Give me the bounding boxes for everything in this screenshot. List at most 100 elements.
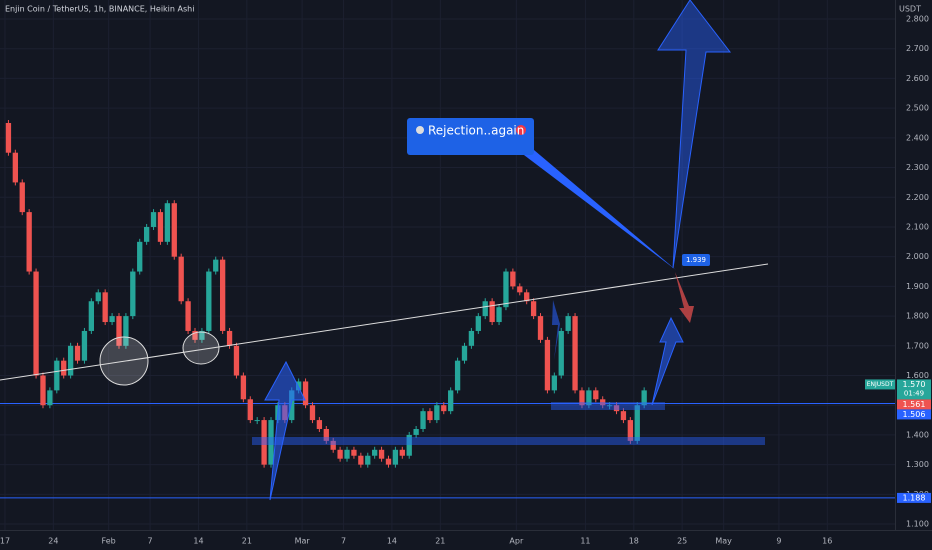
candle — [226, 330, 233, 346]
candle — [351, 449, 357, 456]
axes: 2.800 2.700 2.600 2.500 2.400 2.300 2.200 2.100… — [0, 15, 931, 546]
candle — [365, 455, 371, 465]
candle — [95, 292, 101, 302]
price-tag-countdown: 01:49 — [904, 389, 924, 397]
candle — [593, 390, 599, 400]
candle — [600, 399, 606, 406]
candle — [185, 301, 191, 331]
candle — [296, 381, 302, 391]
x-tick-label: 11 — [580, 537, 590, 546]
candle — [606, 405, 613, 407]
candle — [164, 203, 171, 242]
candle — [247, 399, 253, 421]
y-tick-label: 1.600 — [906, 371, 929, 380]
x-tick-label: May — [715, 537, 732, 546]
candle — [47, 390, 53, 406]
candle — [399, 449, 405, 456]
price-tag-label: 1.561 — [903, 400, 926, 409]
candle — [530, 301, 537, 317]
candle — [565, 316, 571, 331]
candle — [137, 241, 143, 272]
candle — [503, 271, 509, 308]
x-tick-label: 17 — [0, 537, 10, 546]
support-zone — [252, 437, 765, 445]
candle — [385, 458, 392, 465]
candle — [344, 449, 350, 459]
candle — [309, 405, 316, 421]
candle — [143, 226, 150, 242]
candle — [213, 259, 219, 272]
candle — [74, 345, 81, 361]
arrow-up-big — [657, 0, 732, 269]
candle — [551, 375, 557, 391]
candle — [634, 405, 640, 441]
x-tick-label: 7 — [148, 537, 153, 546]
candle — [627, 420, 633, 441]
axis-unit: USDT — [899, 5, 921, 14]
y-tick-label: 2.200 — [906, 193, 929, 202]
candle — [620, 411, 627, 421]
x-tick-label: 16 — [822, 537, 832, 546]
y-tick-label: 2.700 — [906, 44, 929, 53]
candle — [524, 292, 530, 302]
candle — [489, 301, 495, 323]
candle — [641, 390, 647, 406]
y-tick-label: 1.300 — [906, 460, 929, 469]
horizontal-lines — [0, 402, 895, 499]
icon — [416, 126, 424, 134]
x-tick-label: Apr — [509, 537, 524, 546]
candle — [413, 428, 419, 435]
candle — [372, 449, 378, 456]
candle — [537, 316, 544, 340]
y-tick-label: 2.500 — [906, 104, 929, 113]
candle — [289, 390, 295, 421]
candle — [88, 301, 95, 331]
callout-box — [407, 118, 534, 155]
candle — [613, 405, 620, 412]
candle — [261, 420, 267, 465]
candle — [482, 301, 488, 317]
candle — [123, 316, 129, 346]
price-tag-label: 1.506 — [903, 410, 926, 419]
candle — [579, 390, 585, 406]
candle — [330, 440, 336, 450]
y-tick-label: 2.400 — [906, 133, 929, 142]
candle — [19, 182, 25, 213]
candle — [40, 375, 46, 406]
candle — [517, 286, 523, 293]
chart-title: Enjin Coin / TetherUS, 1h, BINANCE, Heik… — [5, 5, 194, 14]
y-tick-label: 1.100 — [906, 520, 929, 529]
symbol-tag-label: ENJUSDT — [867, 381, 894, 388]
x-tick-label: 7 — [341, 537, 346, 546]
drawings: Rejection..again 1.939 — [0, 0, 769, 501]
candle — [420, 411, 426, 429]
candle — [586, 390, 592, 406]
candle — [102, 292, 108, 323]
candle — [33, 271, 39, 376]
circle-marker — [182, 331, 220, 365]
x-tick-label: 18 — [629, 537, 639, 546]
candle — [171, 203, 177, 257]
candle — [233, 345, 240, 376]
price-tag — [897, 399, 931, 410]
candle — [475, 316, 481, 331]
candle — [81, 330, 88, 361]
candle — [254, 420, 260, 422]
candle — [323, 428, 329, 441]
candle — [434, 405, 440, 421]
candle — [67, 345, 74, 376]
callout-pointer — [520, 150, 676, 270]
y-tick-label: 1.900 — [906, 282, 929, 291]
price-tag-label: 1.188 — [903, 493, 926, 502]
candle — [337, 449, 343, 459]
x-tick-label: Feb — [102, 537, 116, 546]
candle — [178, 256, 184, 302]
support-zone — [551, 402, 665, 410]
candle — [496, 307, 502, 323]
candle — [109, 316, 115, 323]
candle — [54, 360, 60, 391]
candle — [219, 259, 226, 331]
price-label-text: 1.939 — [686, 256, 706, 264]
arrow-down — [675, 272, 694, 323]
